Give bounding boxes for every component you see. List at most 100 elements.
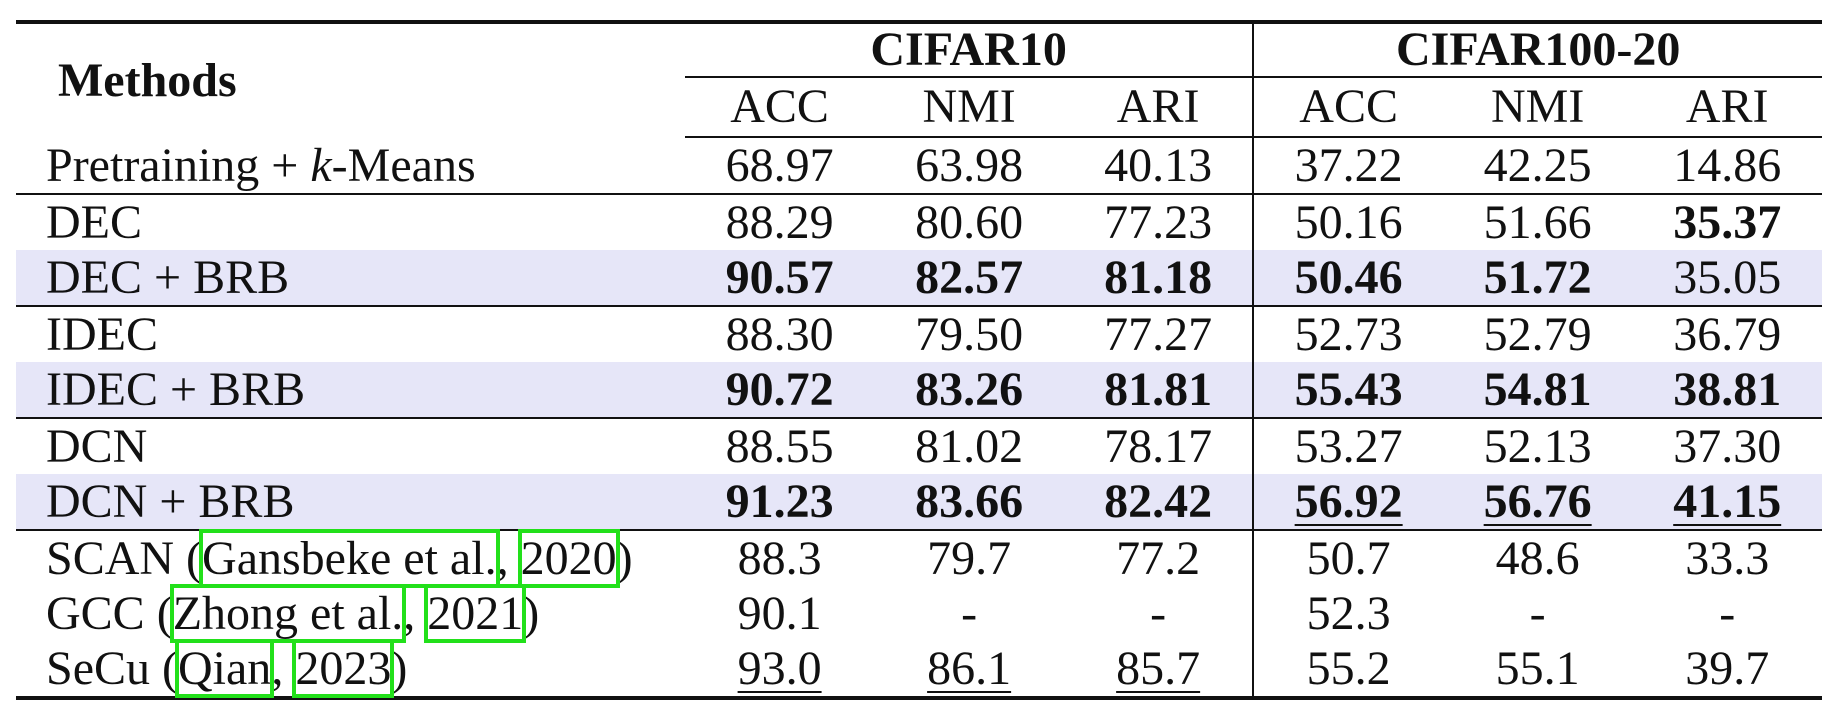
value-cell: - <box>1064 586 1254 641</box>
table-row: Pretraining + k-Means 68.97 63.98 40.13 37.2… <box>16 137 1822 195</box>
value-cell: 56.76 <box>1442 474 1633 531</box>
metric-header: NMI <box>1442 77 1633 138</box>
value-cell: 77.27 <box>1064 306 1254 362</box>
value-cell: 83.26 <box>874 362 1064 419</box>
value: 81.02 <box>915 420 1024 473</box>
value: 42.25 <box>1483 139 1592 192</box>
value: 55.43 <box>1294 363 1403 416</box>
value: 52.79 <box>1483 308 1592 361</box>
value: 52.13 <box>1483 420 1592 473</box>
value: 41.15 <box>1673 475 1782 528</box>
table-row: IDEC + BRB 90.72 83.26 81.81 55.43 54.81 38.81 <box>16 362 1822 419</box>
value-cell: 88.29 <box>685 194 875 250</box>
value-cell: 82.42 <box>1063 474 1254 531</box>
results-body: Pretraining + k-Means 68.97 63.98 40.13 37.2… <box>16 137 1822 700</box>
value-cell: 77.2 <box>1064 530 1254 586</box>
group-header-cifar10: CIFAR10 <box>684 20 1254 78</box>
value-cell: 39.7 <box>1632 641 1822 700</box>
value-cell: 51.66 <box>1443 194 1633 250</box>
value-cell: 90.57 <box>684 250 875 307</box>
value-cell: 63.98 <box>874 137 1064 195</box>
value: 40.13 <box>1104 139 1213 192</box>
method-cell: IDEC <box>46 308 158 361</box>
value-cell: 82.57 <box>874 250 1064 307</box>
table-row: DCN 88.55 81.02 78.17 53.27 52.13 37.30 <box>16 418 1822 474</box>
method-name: -Means <box>331 138 476 192</box>
method-cell: DCN + BRB <box>16 474 685 531</box>
value-cell: 37.30 <box>1632 418 1822 474</box>
method-cell: SeCu (Qian, 2023) <box>16 639 685 700</box>
value-cell: 56.92 <box>1252 474 1443 531</box>
value-cell: 88.30 <box>685 306 875 362</box>
value: 50.16 <box>1294 196 1403 249</box>
value-cell: - <box>1443 586 1633 641</box>
header-metric-row: ACC NMI ARI ACC NMI ARI <box>16 77 1822 138</box>
method-name: SeCu ( <box>46 642 178 695</box>
citation-year-link[interactable]: 2020 <box>517 529 620 588</box>
method-name: k <box>310 138 332 192</box>
value: 55.2 <box>1306 642 1391 695</box>
value-cell: 77.23 <box>1064 194 1254 250</box>
value: 83.26 <box>915 363 1024 416</box>
value-cell: 35.05 <box>1632 250 1822 307</box>
value-cell: 78.17 <box>1064 418 1254 474</box>
value-cell: 52.73 <box>1252 306 1443 362</box>
table-row: SeCu (Qian, 2023) 93.0 86.1 85.7 55.2 55.1 39.… <box>16 639 1822 700</box>
value: 63.98 <box>915 139 1024 192</box>
value: 55.1 <box>1495 642 1580 695</box>
value: 86.1 <box>927 642 1012 695</box>
value: 79.50 <box>915 308 1024 361</box>
value-cell: 52.13 <box>1443 418 1633 474</box>
value: 88.29 <box>725 196 834 249</box>
value: 33.3 <box>1685 532 1770 585</box>
value-cell: 35.37 <box>1632 194 1822 250</box>
value-cell: 79.7 <box>874 530 1064 586</box>
value: 82.42 <box>1104 475 1213 528</box>
metric-header: ARI <box>1063 77 1254 138</box>
value: 93.0 <box>737 642 822 695</box>
methods-header: Methods <box>16 20 685 137</box>
citation-author-link[interactable]: Qian <box>174 639 275 698</box>
header-group-row: Methods CIFAR10 CIFAR100-20 <box>16 20 1822 137</box>
value-cell: 50.7 <box>1252 530 1443 586</box>
value: 90.1 <box>737 587 822 640</box>
table-row: DCN + BRB 91.23 83.66 82.42 56.92 56.76 41.15 <box>16 474 1822 531</box>
citation-year-link[interactable]: 2021 <box>424 584 527 643</box>
value-cell: 90.1 <box>685 586 875 641</box>
value-cell: 55.1 <box>1442 641 1633 700</box>
value-cell: 88.3 <box>685 530 875 586</box>
value-cell: 90.72 <box>684 362 875 419</box>
method-name: ) <box>391 642 408 695</box>
value-cell: 37.22 <box>1252 137 1443 195</box>
value: 90.72 <box>725 363 834 416</box>
value: 51.66 <box>1483 196 1592 249</box>
value-cell: 68.97 <box>684 137 875 195</box>
citation-author-link[interactable]: Gansbeke et al. <box>199 529 500 588</box>
method-cell: DCN <box>46 420 148 473</box>
value: 48.6 <box>1495 532 1580 585</box>
value: 91.23 <box>725 475 834 528</box>
value-cell: 53.27 <box>1252 418 1443 474</box>
value-cell: 42.25 <box>1442 137 1633 195</box>
table-row: DEC + BRB 90.57 82.57 81.18 50.46 51.72 35.05 <box>16 250 1822 307</box>
table-row: GCC (Zhong et al., 2021) 90.1 - - 52.3 - - <box>16 584 1822 643</box>
value-cell: 33.3 <box>1632 530 1822 586</box>
value: - <box>961 587 978 640</box>
value-cell: 83.66 <box>874 474 1064 531</box>
citation-author-link[interactable]: Zhong et al. <box>169 584 407 643</box>
value: 81.81 <box>1104 363 1213 416</box>
metric-header: ARI <box>1632 77 1822 138</box>
value: 52.73 <box>1294 308 1403 361</box>
value: 39.7 <box>1685 642 1770 695</box>
value-cell: 38.81 <box>1632 362 1822 419</box>
value: 83.66 <box>915 475 1024 528</box>
metric-header: ACC <box>684 77 875 138</box>
value-cell: 50.16 <box>1252 194 1443 250</box>
value: 81.18 <box>1104 251 1213 304</box>
value-cell: 36.79 <box>1632 306 1822 362</box>
method-cell: IDEC + BRB <box>16 362 685 419</box>
citation-year-link[interactable]: 2023 <box>292 639 395 698</box>
value: 56.76 <box>1483 475 1592 528</box>
value-cell: 52.3 <box>1252 586 1443 641</box>
value: 50.7 <box>1306 532 1391 585</box>
